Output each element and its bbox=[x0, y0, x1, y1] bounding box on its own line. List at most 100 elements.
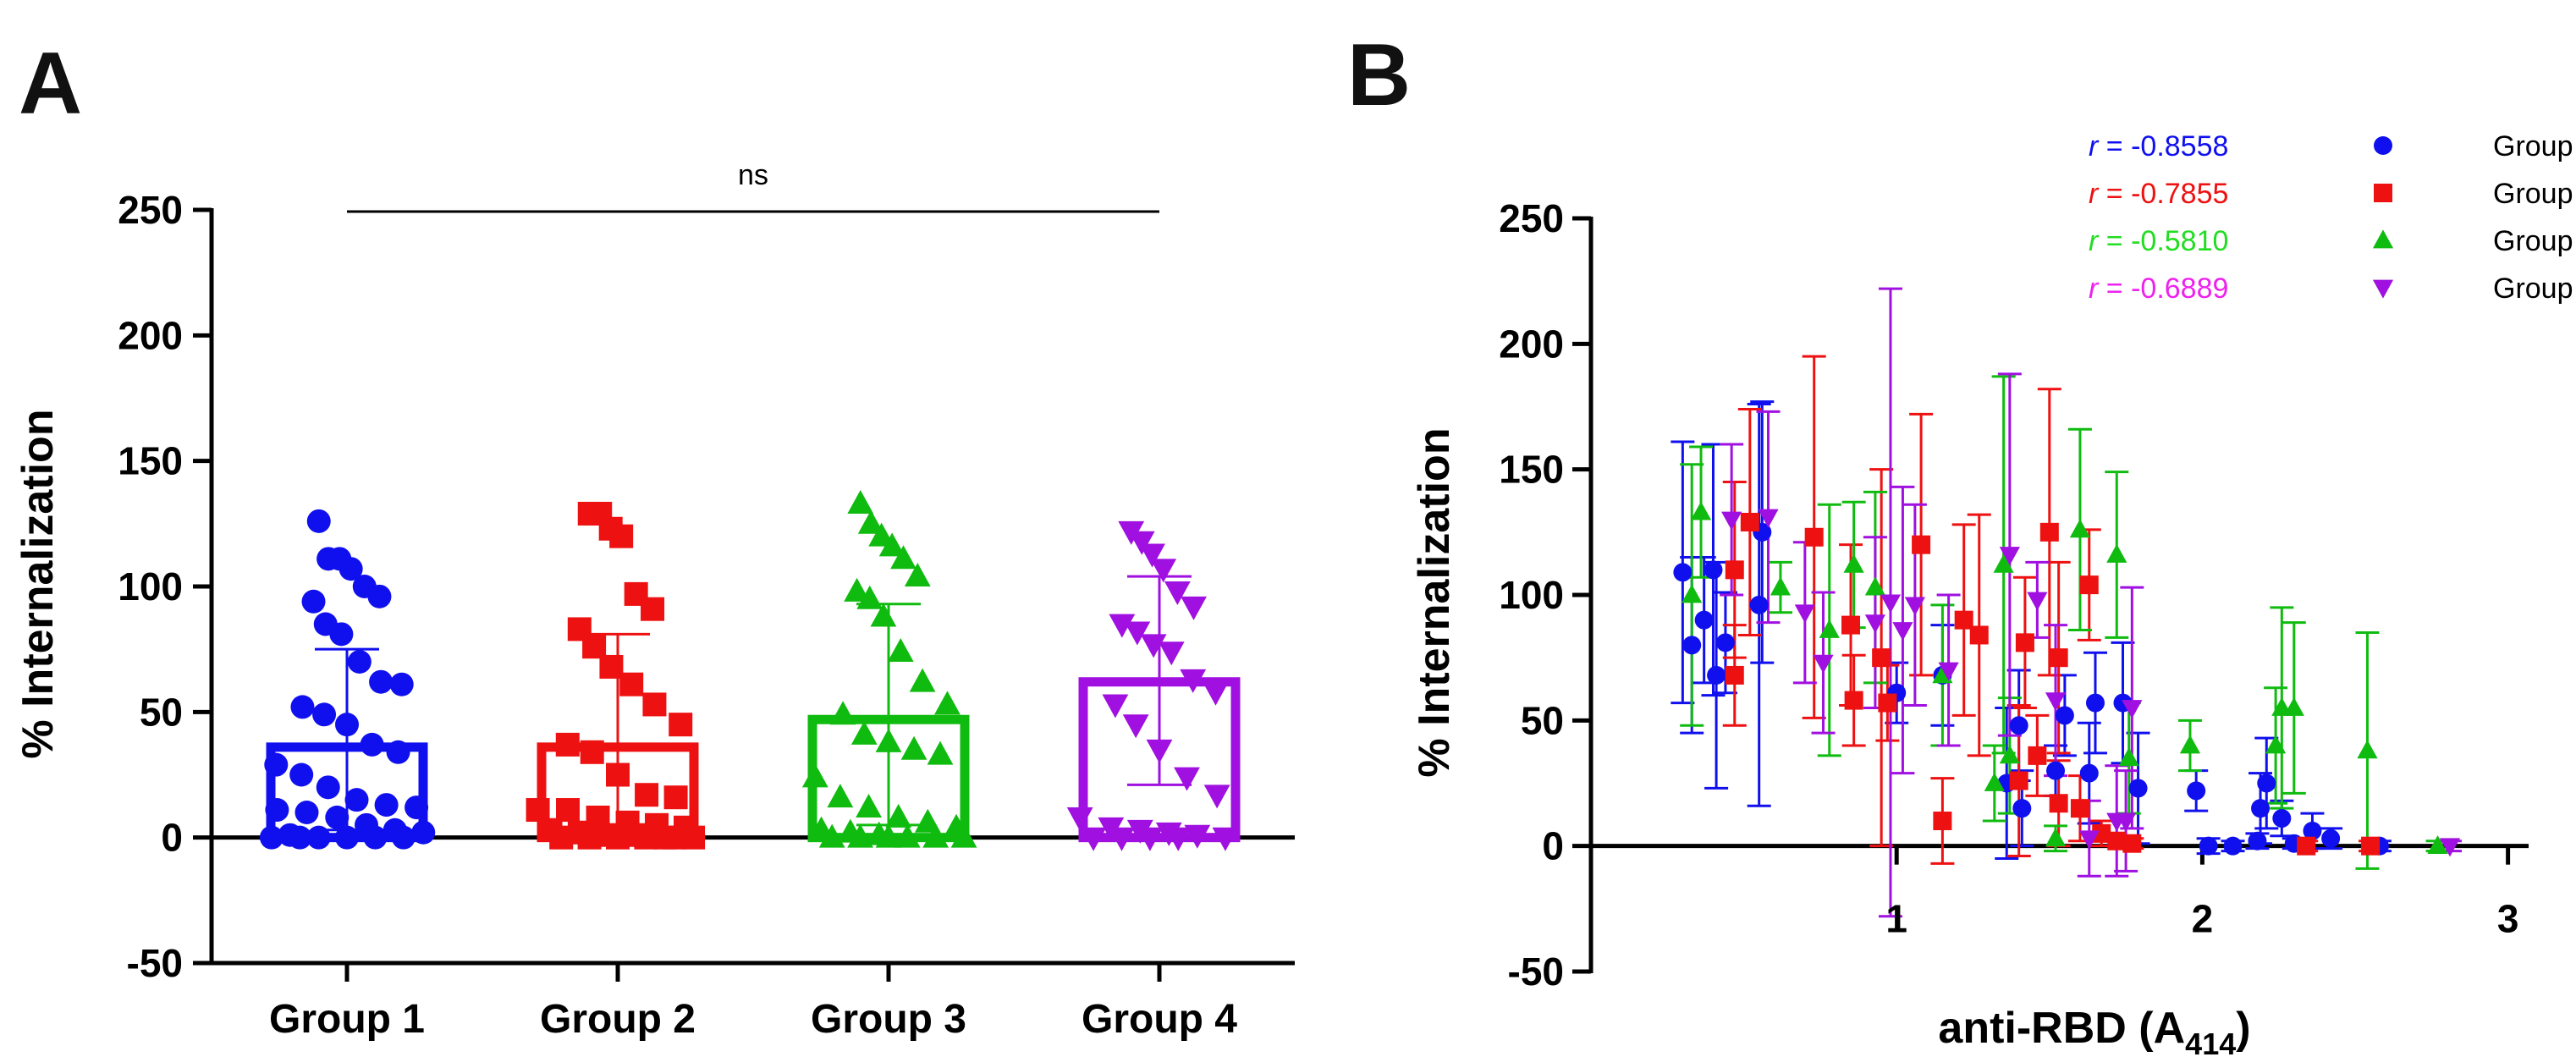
data-point bbox=[1794, 604, 1815, 624]
data-point bbox=[329, 622, 354, 647]
data-point bbox=[1109, 827, 1135, 851]
data-point bbox=[347, 650, 372, 674]
data-point bbox=[1954, 610, 1973, 630]
legend-series-label: Group 3 bbox=[2493, 225, 2576, 257]
y-tick-label: 250 bbox=[1499, 196, 1564, 240]
y-tick-label: 200 bbox=[1499, 322, 1564, 366]
legend-r-symbol: r bbox=[2089, 178, 2106, 210]
data-point bbox=[635, 783, 659, 807]
data-point bbox=[599, 654, 624, 679]
legend-r-value: = -0.5810 bbox=[2106, 225, 2229, 257]
data-point bbox=[2049, 794, 2068, 813]
panel-b-x-tick-labels: 1 2 3 bbox=[1885, 897, 2518, 941]
legend-r-symbol: r bbox=[2089, 225, 2106, 257]
data-point bbox=[909, 668, 936, 692]
y-tick-label: 100 bbox=[118, 564, 183, 608]
data-point bbox=[1880, 594, 1902, 614]
data-point bbox=[2128, 779, 2148, 798]
data-point bbox=[290, 695, 315, 719]
data-point bbox=[1770, 576, 1792, 596]
data-point bbox=[582, 635, 607, 659]
data-point bbox=[641, 597, 665, 621]
data-point bbox=[411, 820, 436, 845]
data-point bbox=[2055, 706, 2074, 725]
data-point bbox=[894, 823, 921, 848]
data-point bbox=[2122, 834, 2142, 853]
data-point bbox=[306, 825, 331, 850]
data-point bbox=[1999, 745, 2020, 764]
x-axis-title-subscript: 414 bbox=[2185, 1027, 2236, 1057]
data-point bbox=[344, 788, 369, 812]
panel-a-category-labels: Group 1 Group 2 Group 3 Group 4 bbox=[269, 997, 1237, 1042]
data-point bbox=[1180, 669, 1207, 693]
data-point bbox=[2045, 828, 2067, 847]
data-point bbox=[1804, 527, 1824, 547]
data-point bbox=[2085, 693, 2105, 713]
legend-series-label: Group 1 bbox=[2493, 130, 2576, 162]
data-point bbox=[367, 584, 392, 608]
legend-marker bbox=[2372, 229, 2394, 249]
data-point bbox=[2248, 831, 2267, 851]
data-point bbox=[2439, 838, 2461, 857]
legend-correlation-text: r = -0.8558 bbox=[2089, 130, 2228, 162]
data-point bbox=[386, 740, 410, 764]
panel-letter-a: A bbox=[19, 35, 82, 133]
data-point bbox=[2015, 633, 2034, 652]
data-point bbox=[2045, 692, 2067, 712]
data-point bbox=[555, 798, 580, 823]
data-point bbox=[818, 823, 845, 848]
data-point bbox=[2079, 575, 2099, 595]
data-point bbox=[1740, 512, 1759, 531]
data-point bbox=[2049, 648, 2068, 668]
data-point bbox=[934, 691, 960, 715]
data-point bbox=[669, 713, 693, 737]
data-point bbox=[577, 825, 602, 850]
data-point bbox=[1203, 784, 1230, 809]
data-point bbox=[1212, 827, 1239, 851]
data-point bbox=[1993, 553, 2014, 573]
data-point bbox=[1694, 610, 1714, 630]
data-point bbox=[301, 589, 326, 614]
data-point bbox=[2187, 781, 2206, 801]
data-point bbox=[2069, 519, 2091, 538]
y-tick-label: 0 bbox=[1542, 824, 1564, 868]
legend-r-value: = -0.6889 bbox=[2106, 273, 2229, 305]
data-point bbox=[1066, 807, 1093, 832]
data-point bbox=[1841, 615, 1861, 635]
data-point bbox=[950, 823, 977, 848]
data-point bbox=[2283, 696, 2304, 716]
data-point bbox=[1690, 501, 1712, 520]
data-point bbox=[369, 669, 394, 694]
data-point bbox=[526, 798, 550, 823]
data-point bbox=[850, 720, 878, 745]
data-point bbox=[316, 775, 340, 800]
panel-b-x-axis-title: anti-RBD (A414) bbox=[1938, 1004, 2250, 1057]
data-point bbox=[870, 603, 897, 627]
data-point bbox=[1122, 714, 1149, 739]
legend-r-value: = -0.7855 bbox=[2106, 178, 2229, 210]
legend-marker bbox=[2374, 136, 2392, 155]
panel-a-points bbox=[259, 490, 1239, 851]
data-point bbox=[1813, 654, 1834, 674]
y-tick-label: 50 bbox=[140, 690, 183, 734]
x-axis-title-close: ) bbox=[2236, 1004, 2250, 1053]
data-point bbox=[1707, 665, 1726, 685]
data-point bbox=[2009, 771, 2028, 790]
data-point bbox=[1749, 595, 1769, 614]
data-point bbox=[2027, 592, 2048, 611]
data-point bbox=[2357, 740, 2378, 759]
data-point bbox=[306, 509, 331, 533]
data-point bbox=[288, 825, 312, 850]
y-tick-label: 50 bbox=[1521, 698, 1564, 742]
data-point bbox=[335, 825, 359, 850]
panel-a-y-axis-title: % Internalization bbox=[14, 409, 63, 758]
data-point bbox=[609, 524, 634, 548]
panel-letter-b: B bbox=[1347, 26, 1411, 124]
data-point bbox=[2028, 746, 2047, 765]
data-point bbox=[900, 735, 927, 760]
data-point bbox=[1819, 619, 1840, 638]
data-point bbox=[634, 825, 658, 850]
data-point bbox=[1892, 622, 1913, 641]
x-axis-title-main: anti-RBD (A bbox=[1938, 1004, 2185, 1053]
data-point bbox=[259, 825, 283, 850]
